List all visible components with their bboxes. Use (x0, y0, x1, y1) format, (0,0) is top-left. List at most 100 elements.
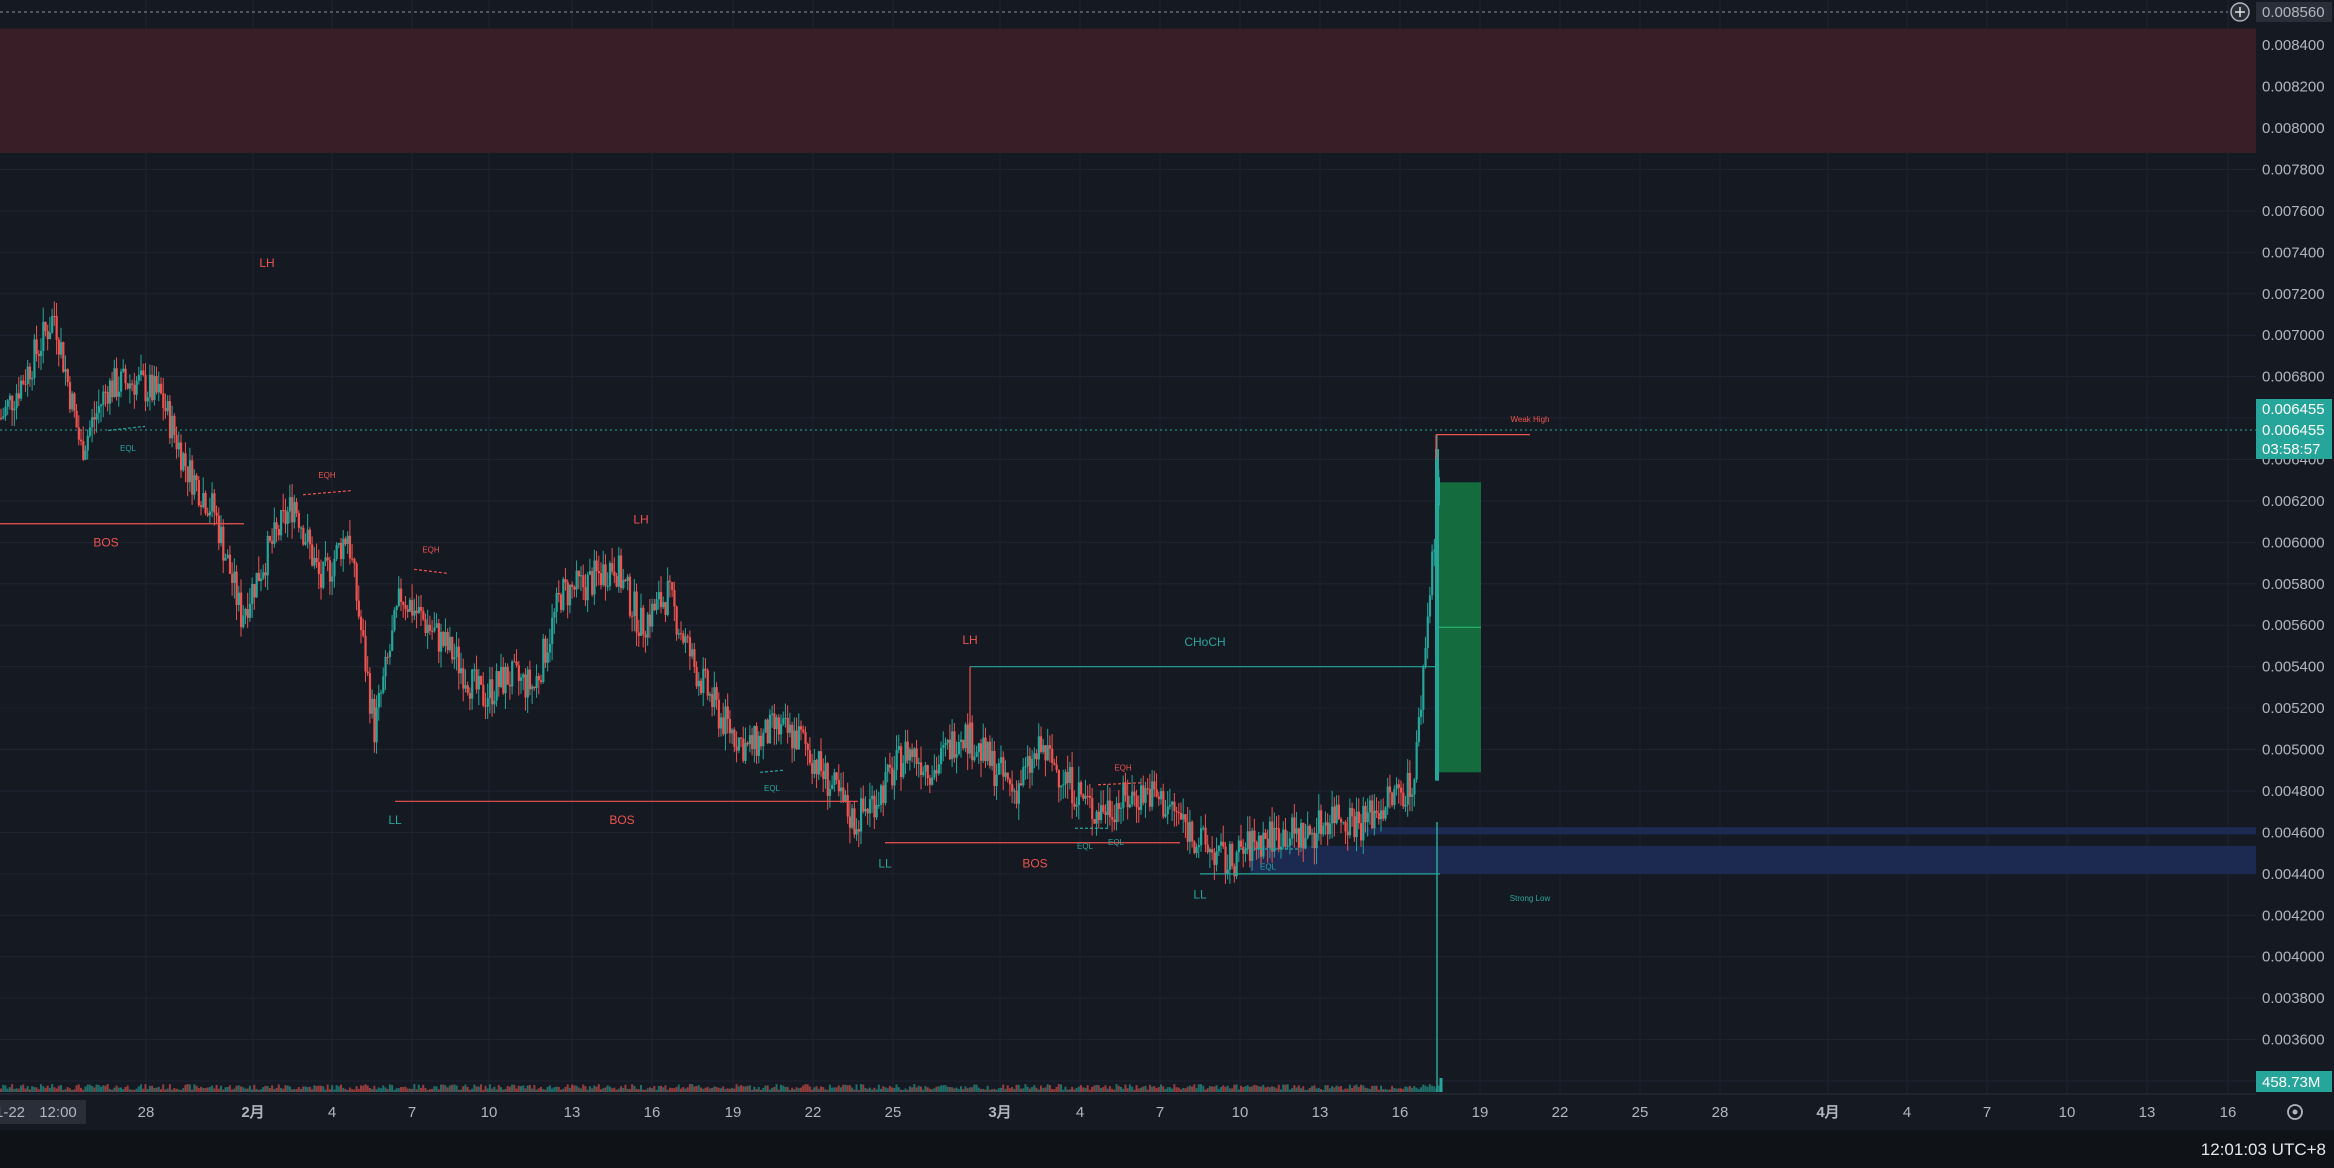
volume-bar (211, 1085, 214, 1092)
volume-bar (542, 1089, 545, 1092)
time-axis[interactable]: 1-22 12:00 28 2月 4 7 10 13 16 19 22 25 3月 4 7 10 13 16 19 2… (0, 1100, 2236, 1124)
candle-body (777, 717, 780, 735)
candle-body (697, 680, 700, 687)
eqh-label-2: EQH (422, 546, 440, 555)
candle-body (1411, 794, 1414, 797)
candle-body (1402, 792, 1405, 807)
volume-bar (1204, 1089, 1207, 1092)
volume-bar (406, 1088, 409, 1092)
volume-bar (1386, 1089, 1389, 1092)
volume-bar (168, 1084, 171, 1092)
volume-bar (2, 1084, 5, 1092)
volume-bar (253, 1084, 256, 1092)
volume-bar (1244, 1086, 1247, 1092)
volume-bar (1075, 1087, 1078, 1092)
candle-body (60, 342, 63, 355)
candle-body (44, 321, 47, 332)
volume-bar (197, 1088, 200, 1092)
eqh-label-1: EQH (318, 471, 336, 480)
price-axis[interactable] (2256, 0, 2334, 1108)
price-chart[interactable]: BOS BOS BOS CHoCH Strong Low Weak High LH LH LH L… (0, 0, 2334, 1130)
volume-bar (1168, 1087, 1171, 1092)
volume-bar (1342, 1089, 1345, 1092)
candle-body (577, 570, 580, 577)
candle-body (171, 415, 174, 439)
volume-bar (1368, 1089, 1371, 1092)
volume-bar (686, 1087, 689, 1092)
volume-bar (517, 1085, 520, 1092)
volume-bar (1280, 1089, 1282, 1092)
volume-bar (1393, 1087, 1396, 1092)
volume-bar (802, 1085, 805, 1092)
volume-bar (6, 1088, 9, 1092)
candle-body (333, 558, 336, 577)
candle-body (62, 342, 65, 372)
plus-circle-icon[interactable] (2230, 2, 2250, 22)
candle-body (1155, 789, 1158, 797)
volume-bar (1382, 1089, 1385, 1092)
volume-bar (1166, 1087, 1169, 1092)
candle-body (548, 644, 552, 653)
volume-bar (102, 1085, 105, 1092)
candle-body (717, 699, 720, 729)
volume-bar (784, 1086, 787, 1092)
candle-body (164, 407, 167, 412)
volume-bar (77, 1084, 80, 1092)
candle-body (395, 605, 398, 611)
volume-bar (1053, 1089, 1056, 1092)
gear-icon[interactable] (2287, 1104, 2303, 1120)
volume-bar (1420, 1087, 1422, 1092)
candle-body (775, 717, 778, 730)
candle-body (948, 739, 952, 760)
candle-body (415, 610, 418, 614)
candle-body (1037, 736, 1040, 760)
volume-bar (693, 1086, 696, 1092)
volume-bar (377, 1087, 380, 1092)
candle-body (1228, 843, 1232, 870)
candle-body (1208, 849, 1212, 853)
volume-bar (1275, 1088, 1278, 1092)
candle-body (193, 475, 196, 495)
volume-bar (866, 1088, 869, 1092)
volume-bar (451, 1084, 454, 1092)
candle-body (233, 571, 236, 584)
candle-body (1342, 822, 1345, 824)
candle-body (848, 816, 852, 828)
volume-bar (375, 1089, 378, 1092)
candle-body (108, 380, 112, 404)
candle-body (633, 591, 636, 617)
candle-body (1273, 827, 1276, 852)
candle-body (544, 638, 547, 663)
candle-body (1015, 790, 1018, 804)
candle-body (131, 383, 134, 385)
volume-bar (1186, 1086, 1189, 1092)
volume-bar (1195, 1088, 1198, 1092)
candle-body (417, 607, 420, 614)
candle-body (255, 572, 258, 598)
volume-bar (1377, 1089, 1380, 1092)
volume-bar (993, 1088, 996, 1092)
price-tick-label: 0.006000 (2262, 534, 2325, 551)
volume-bar (117, 1087, 120, 1092)
lh-label-2: LH (633, 513, 648, 527)
volume-bar (1226, 1085, 1229, 1092)
candle-body (422, 610, 425, 620)
volume-bar (240, 1086, 242, 1092)
candle-body (840, 787, 843, 792)
candle-body (680, 633, 683, 635)
volume-bar (133, 1089, 136, 1092)
volume-bar (46, 1085, 49, 1092)
candle-body (357, 600, 360, 617)
volume-bar (488, 1084, 491, 1092)
candle-body (513, 661, 516, 663)
candle-body (11, 395, 14, 411)
candle-body (277, 528, 280, 536)
status-bar: 12:01:03 UTC+8 (0, 1130, 2334, 1168)
candle-body (728, 718, 732, 734)
candle-body (584, 587, 587, 601)
candle-body (1040, 736, 1043, 752)
volume-bar (726, 1088, 729, 1092)
volume-bar (95, 1084, 98, 1092)
volume-bar (935, 1086, 938, 1092)
candle-body (711, 693, 714, 708)
